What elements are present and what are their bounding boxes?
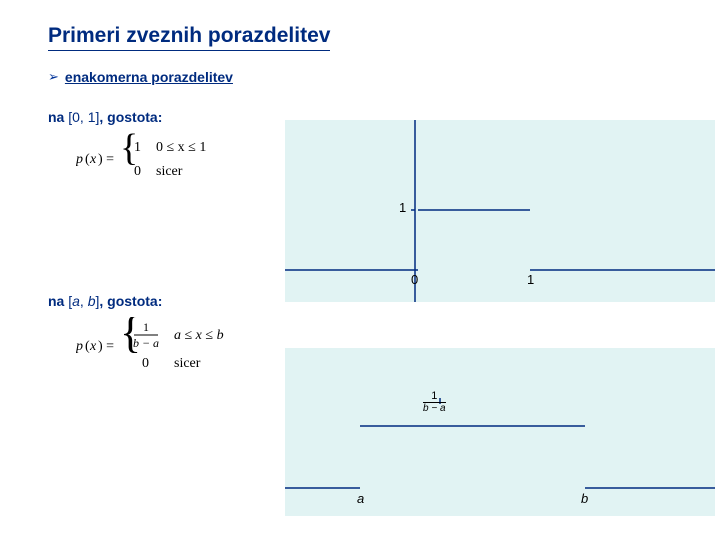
plot1-ylabel-1: 1	[399, 200, 406, 215]
bullet-row: ➢ enakomerna porazdelitev	[48, 69, 672, 85]
svg-text:x: x	[89, 152, 97, 167]
svg-text:1: 1	[134, 140, 141, 155]
svg-text:0 ≤ x ≤ 1: 0 ≤ x ≤ 1	[156, 140, 206, 155]
plot2-ylabel: 1 b − a	[423, 390, 446, 414]
plot-uniform-ab: 1 b − a a b	[285, 348, 715, 516]
svg-text:a ≤ x ≤ b: a ≤ x ≤ b	[174, 328, 224, 343]
plot2-xlabel-b: b	[581, 491, 588, 506]
svg-text:p: p	[76, 152, 83, 167]
svg-text:sicer: sicer	[174, 356, 201, 371]
svg-text:sicer: sicer	[156, 164, 183, 179]
svg-text:0: 0	[142, 356, 149, 371]
svg-text:) =: ) =	[98, 152, 114, 167]
plot1-xlabel-1: 1	[527, 272, 534, 287]
svg-text:b − a: b − a	[133, 336, 159, 350]
plot1-xlabel-0: 0	[411, 272, 418, 287]
svg-text:x: x	[89, 339, 97, 354]
svg-text:) =: ) =	[98, 339, 114, 354]
svg-text:p: p	[76, 339, 83, 354]
plot-uniform-01: 1 0 1	[285, 120, 715, 302]
plot2-svg	[285, 348, 715, 516]
svg-text:0: 0	[134, 164, 141, 179]
page-title: Primeri zveznih porazdelitev	[48, 24, 330, 51]
svg-text:1: 1	[143, 320, 149, 334]
plot2-xlabel-a: a	[357, 491, 364, 506]
plot1-svg	[285, 120, 715, 302]
chevron-icon: ➢	[48, 69, 59, 85]
bullet-text: enakomerna porazdelitev	[65, 69, 233, 85]
